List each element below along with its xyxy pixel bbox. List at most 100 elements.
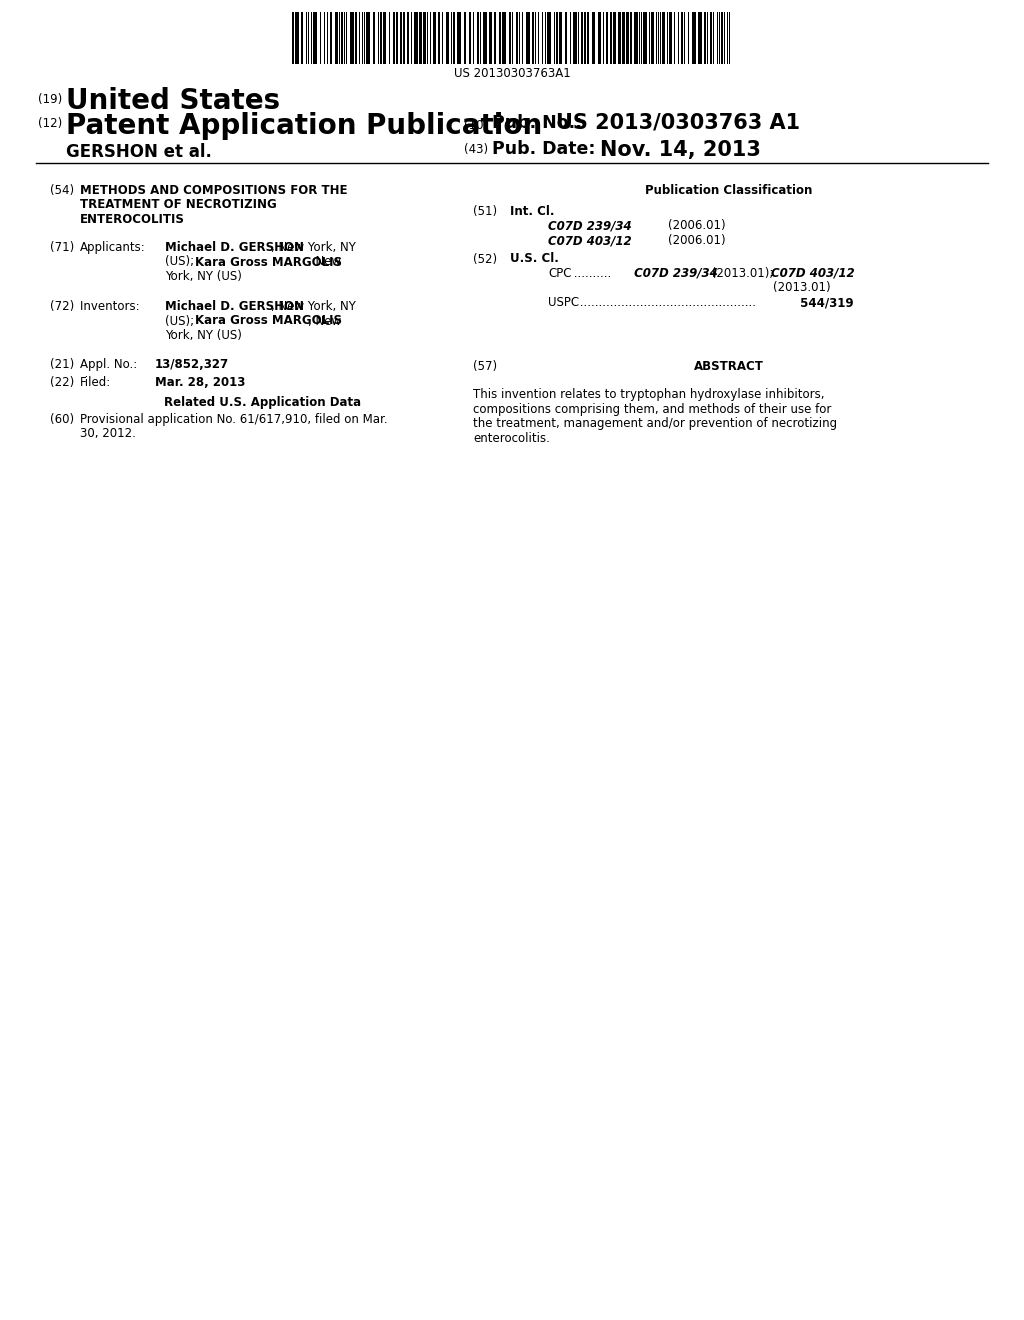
Bar [630,12,632,63]
Bar [330,12,332,63]
Bar [705,12,706,63]
Bar [464,12,466,63]
Text: 13/852,327: 13/852,327 [155,358,229,371]
Text: TREATMENT OF NECROTIZING: TREATMENT OF NECROTIZING [80,198,276,211]
Text: United States: United States [66,87,281,115]
Text: ABSTRACT: ABSTRACT [694,360,764,374]
Bar [681,12,683,63]
Bar [438,12,440,63]
Text: US 20130303763A1: US 20130303763A1 [454,67,570,81]
Bar [423,12,426,63]
Text: Inventors:: Inventors: [80,300,143,313]
Text: , New York, NY: , New York, NY [271,242,356,253]
Text: Michael D. GERSHON: Michael D. GERSHON [165,300,304,313]
Bar [383,12,386,63]
Text: C07D 239/34: C07D 239/34 [630,267,718,280]
Bar [489,12,492,63]
Text: ...............................................: ........................................… [575,296,756,309]
Text: C07D 239/34: C07D 239/34 [548,219,632,232]
Text: US 2013/0303763 A1: US 2013/0303763 A1 [556,112,800,132]
Text: (22): (22) [50,376,75,389]
Bar [469,12,471,63]
Bar [366,12,370,63]
Bar [433,12,436,63]
Bar [565,12,567,63]
Bar [335,12,338,63]
Bar [414,12,418,63]
Text: enterocolitis.: enterocolitis. [473,432,550,445]
Bar [494,12,496,63]
Bar [499,12,501,63]
Bar [622,12,625,63]
Text: 30, 2012.: 30, 2012. [80,428,136,441]
Text: Filed:: Filed: [80,376,112,389]
Bar [292,12,294,63]
Text: Int. Cl.: Int. Cl. [510,205,555,218]
Bar [457,12,461,63]
Bar [502,12,506,63]
Bar [532,12,534,63]
Bar [584,12,586,63]
Bar [581,12,583,63]
Bar [393,12,395,63]
Bar [446,12,449,63]
Text: compositions comprising them, and methods of their use for: compositions comprising them, and method… [473,403,831,416]
Text: (57): (57) [473,360,497,374]
Text: (2013.01): (2013.01) [773,281,830,294]
Text: Applicants:: Applicants: [80,242,145,253]
Bar [301,12,303,63]
Text: , New: , New [308,314,341,327]
Text: (US);: (US); [165,256,198,268]
Text: Michael D. GERSHON: Michael D. GERSHON [165,242,304,253]
Bar [669,12,672,63]
Text: Patent Application Publication: Patent Application Publication [66,112,543,140]
Text: (54): (54) [50,183,74,197]
Bar [516,12,518,63]
Bar [643,12,647,63]
Text: (19): (19) [38,92,62,106]
Bar [692,12,696,63]
Text: GERSHON et al.: GERSHON et al. [66,143,212,161]
Text: ..........: .......... [570,267,611,280]
Bar [710,12,712,63]
Text: (43): (43) [464,143,488,156]
Bar [526,12,530,63]
Text: , New York, NY: , New York, NY [271,300,356,313]
Bar [587,12,589,63]
Bar [559,12,562,63]
Bar [396,12,398,63]
Text: (21): (21) [50,358,75,371]
Text: , New: , New [308,256,341,268]
Text: (2006.01): (2006.01) [668,219,726,232]
Bar [373,12,375,63]
Text: C07D 403/12: C07D 403/12 [548,234,632,247]
Text: (2006.01): (2006.01) [668,234,726,247]
Text: Kara Gross MARGOLIS: Kara Gross MARGOLIS [195,314,342,327]
Bar [295,12,299,63]
Text: (10): (10) [464,119,488,132]
Text: ENTEROCOLITIS: ENTEROCOLITIS [80,213,185,226]
Text: (51): (51) [473,205,497,218]
Bar [509,12,511,63]
Text: METHODS AND COMPOSITIONS FOR THE: METHODS AND COMPOSITIONS FOR THE [80,183,347,197]
Bar [407,12,409,63]
Text: Publication Classification: Publication Classification [645,183,813,197]
Text: 544/319: 544/319 [796,296,854,309]
Text: (US);: (US); [165,314,198,327]
Bar [610,12,612,63]
Bar [618,12,621,63]
Text: Pub. Date:: Pub. Date: [492,140,596,158]
Bar [592,12,595,63]
Text: Appl. No.:: Appl. No.: [80,358,141,371]
Text: Mar. 28, 2013: Mar. 28, 2013 [155,376,246,389]
Bar [721,12,723,63]
Bar [613,12,616,63]
Text: (2013.01);: (2013.01); [708,267,777,280]
Text: Provisional application No. 61/617,910, filed on Mar.: Provisional application No. 61/617,910, … [80,413,388,426]
Bar [403,12,406,63]
Bar [355,12,357,63]
Text: Nov. 14, 2013: Nov. 14, 2013 [600,140,761,160]
Bar [350,12,354,63]
Text: USPC: USPC [548,296,580,309]
Bar [556,12,558,63]
